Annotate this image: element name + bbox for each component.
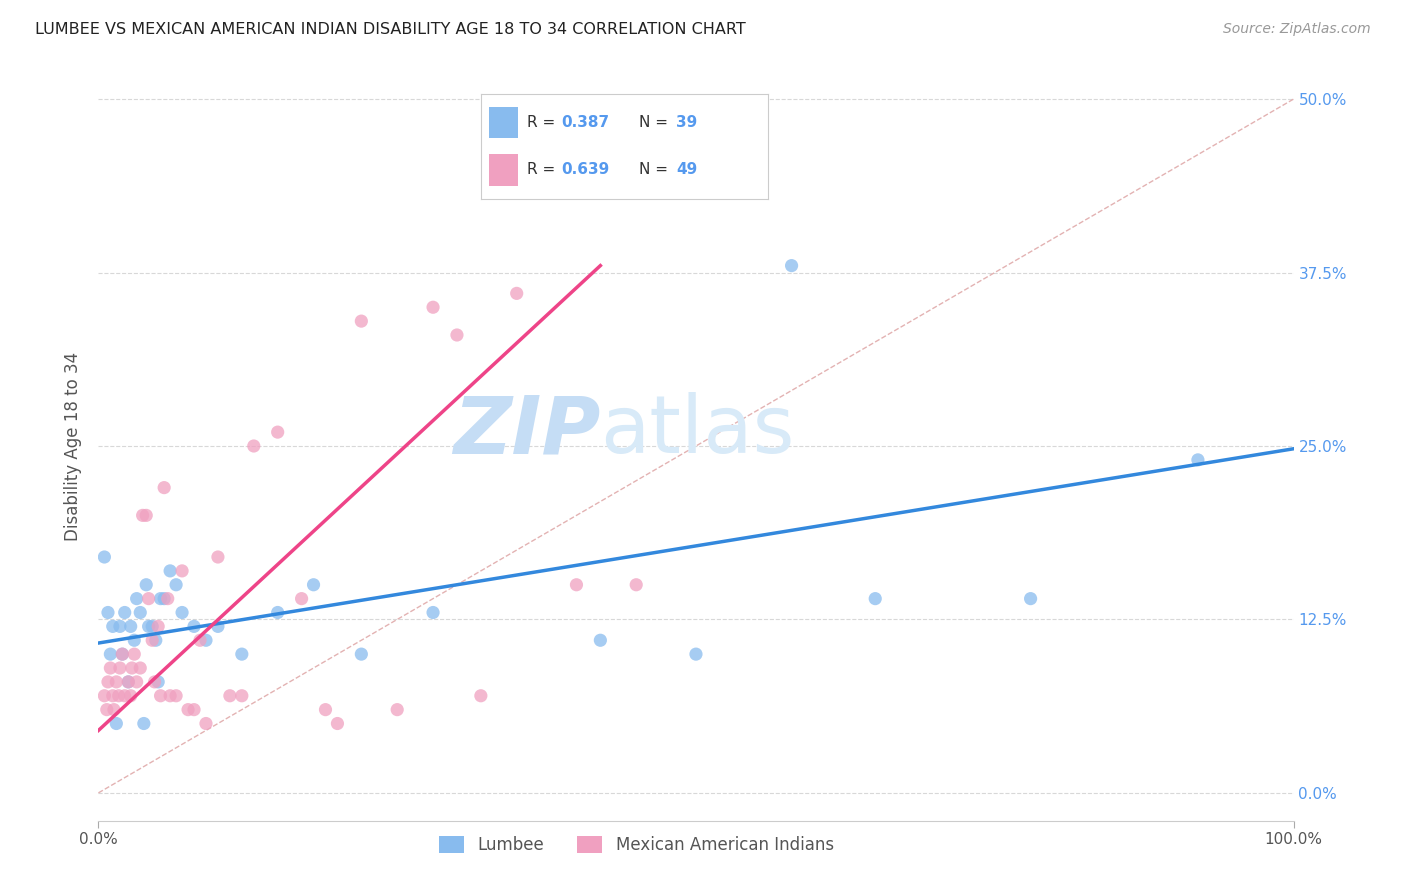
Point — [165, 578, 187, 592]
Point — [149, 591, 172, 606]
Point — [153, 481, 176, 495]
Point — [267, 425, 290, 439]
Point — [141, 633, 163, 648]
Point — [565, 578, 588, 592]
Point — [231, 647, 253, 661]
Point — [132, 716, 155, 731]
Point — [129, 606, 152, 620]
Point — [422, 300, 444, 314]
Point — [108, 619, 131, 633]
Point — [148, 619, 170, 633]
Point — [207, 619, 229, 633]
Point — [207, 549, 229, 564]
Point — [302, 578, 325, 592]
Point — [107, 689, 129, 703]
Point — [135, 508, 157, 523]
Point — [159, 689, 181, 703]
Text: ZIP: ZIP — [453, 392, 600, 470]
Point — [219, 689, 242, 703]
Point — [143, 674, 166, 689]
Point — [131, 508, 153, 523]
Point — [291, 591, 314, 606]
Point — [470, 689, 492, 703]
Point — [195, 716, 218, 731]
Point — [138, 591, 160, 606]
Point — [1019, 591, 1042, 606]
Point — [120, 689, 142, 703]
Point — [865, 591, 887, 606]
Point — [159, 564, 181, 578]
Text: Source: ZipAtlas.com: Source: ZipAtlas.com — [1223, 22, 1371, 37]
Point — [117, 674, 139, 689]
Point — [350, 647, 373, 661]
Point — [117, 674, 139, 689]
Point — [141, 619, 163, 633]
Point — [97, 674, 120, 689]
Y-axis label: Disability Age 18 to 34: Disability Age 18 to 34 — [65, 351, 83, 541]
Point — [1187, 453, 1209, 467]
Point — [145, 633, 167, 648]
Point — [589, 633, 612, 648]
Point — [177, 703, 200, 717]
Point — [156, 591, 179, 606]
Point — [121, 661, 143, 675]
Legend: Lumbee, Mexican American Indians: Lumbee, Mexican American Indians — [432, 830, 841, 861]
Point — [125, 674, 148, 689]
Point — [93, 549, 115, 564]
Point — [315, 703, 337, 717]
Point — [183, 619, 205, 633]
Point — [506, 286, 529, 301]
Point — [148, 674, 170, 689]
Point — [105, 716, 128, 731]
Point — [685, 647, 707, 661]
Point — [98, 661, 122, 675]
Point — [93, 689, 115, 703]
Point — [103, 703, 125, 717]
Point — [385, 703, 409, 717]
Point — [124, 633, 146, 648]
Point — [101, 689, 124, 703]
Point — [111, 647, 134, 661]
Text: atlas: atlas — [600, 392, 794, 470]
Point — [153, 591, 176, 606]
Point — [120, 619, 142, 633]
Point — [129, 661, 152, 675]
Point — [243, 439, 266, 453]
Point — [138, 619, 160, 633]
Text: LUMBEE VS MEXICAN AMERICAN INDIAN DISABILITY AGE 18 TO 34 CORRELATION CHART: LUMBEE VS MEXICAN AMERICAN INDIAN DISABI… — [35, 22, 747, 37]
Point — [183, 703, 205, 717]
Point — [780, 259, 803, 273]
Point — [114, 606, 136, 620]
Point — [172, 564, 194, 578]
Point — [149, 689, 172, 703]
Point — [195, 633, 218, 648]
Point — [165, 689, 187, 703]
Point — [506, 175, 529, 189]
Point — [114, 689, 136, 703]
Point — [108, 661, 131, 675]
Point — [98, 647, 122, 661]
Point — [125, 591, 148, 606]
Point — [626, 578, 648, 592]
Point — [446, 328, 468, 343]
Point — [96, 703, 118, 717]
Point — [326, 716, 349, 731]
Point — [267, 606, 290, 620]
Point — [111, 647, 134, 661]
Point — [135, 578, 157, 592]
Point — [231, 689, 253, 703]
Point — [350, 314, 373, 328]
Point — [188, 633, 211, 648]
Point — [172, 606, 194, 620]
Point — [97, 606, 120, 620]
Point — [105, 674, 128, 689]
Point — [101, 619, 124, 633]
Point — [124, 647, 146, 661]
Point — [422, 606, 444, 620]
